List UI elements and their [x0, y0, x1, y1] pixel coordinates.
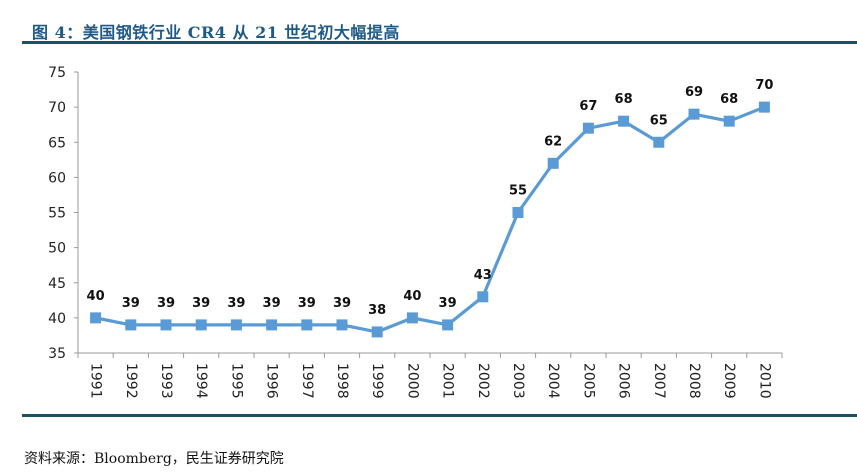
data-label: 68: [615, 92, 633, 107]
data-point: [195, 319, 207, 331]
data-label: 39: [298, 296, 316, 311]
data-label: 62: [544, 134, 562, 149]
x-tick-label: 2007: [651, 363, 667, 399]
y-tick-label: 70: [48, 100, 66, 116]
x-tick-label: 1998: [334, 363, 350, 399]
x-tick-label: 2006: [616, 363, 632, 399]
data-label: 39: [263, 296, 281, 311]
tick-labels: 35 40 45 50 55 60 65 70 75 1991 1992 1993 1994 1995 19…: [48, 65, 772, 399]
x-tick-label: 2001: [440, 363, 456, 399]
data-label: 55: [509, 184, 527, 199]
y-tick-label: 75: [48, 65, 66, 81]
data-label: 39: [157, 296, 175, 311]
data-label: 67: [579, 99, 597, 114]
axes: [74, 71, 783, 358]
data-point: [688, 108, 700, 120]
x-tick-label: 1996: [264, 363, 280, 399]
data-label: 39: [227, 296, 245, 311]
x-tick-label: 2004: [545, 363, 561, 399]
x-tick-label: 2009: [721, 363, 737, 399]
data-point: [371, 326, 383, 338]
series-line: [95, 105, 765, 334]
y-tick-label: 35: [48, 346, 66, 362]
x-tick-label: 2008: [686, 363, 702, 399]
y-tick-label: 40: [48, 311, 66, 327]
x-tick-label: 2000: [404, 363, 420, 399]
x-tick-label: 1993: [158, 363, 174, 399]
data-label: 39: [439, 296, 457, 311]
data-label: 39: [333, 296, 351, 311]
x-tick-label: 1999: [369, 363, 385, 399]
source-note: 资料来源：Bloomberg，民生证券研究院: [24, 451, 284, 467]
data-label: 38: [368, 303, 386, 318]
data-label: 65: [650, 113, 668, 128]
bottom-rule: [22, 414, 857, 417]
data-point: [547, 157, 559, 169]
data-point: [125, 319, 137, 331]
data-label: 39: [122, 296, 140, 311]
data-point: [582, 122, 594, 134]
data-point: [90, 312, 102, 324]
y-tick-label: 60: [48, 170, 66, 186]
data-label: 69: [685, 85, 703, 100]
data-point: [406, 312, 418, 324]
x-tick-label: 1994: [193, 363, 209, 399]
data-point: [758, 101, 770, 113]
data-point: [477, 291, 489, 303]
title-underline: [22, 41, 857, 44]
data-label: 40: [87, 289, 105, 304]
y-tick-label: 50: [48, 241, 66, 257]
data-point: [723, 115, 735, 127]
data-label: 70: [755, 78, 773, 93]
y-tick-label: 55: [48, 206, 66, 222]
data-point: [336, 319, 348, 331]
data-label: 43: [474, 268, 492, 283]
x-tick-label: 1992: [123, 363, 139, 399]
y-tick-label: 45: [48, 276, 66, 292]
x-tick-label: 2005: [580, 363, 596, 399]
data-label: 39: [192, 296, 210, 311]
x-tick-label: 2010: [756, 363, 772, 399]
figure-title: 图 4：美国钢铁行业 CR4 从 21 世纪初大幅提高: [32, 23, 400, 42]
data-point: [618, 115, 630, 127]
data-point: [512, 207, 524, 218]
x-tick-label: 2002: [475, 363, 491, 399]
x-tick-label: 2003: [510, 363, 526, 399]
data-point: [160, 319, 172, 331]
data-point: [653, 136, 665, 148]
data-label: 68: [720, 92, 738, 107]
data-point: [230, 319, 242, 331]
series-cr4: [90, 101, 770, 338]
data-labels: 40 39 39 39 39 39 39 39 38 40 39 43 55 62 67 68 65 69 68 70: [87, 78, 774, 318]
data-point: [301, 319, 313, 331]
data-label: 40: [403, 289, 421, 304]
x-tick-label: 1995: [228, 363, 244, 399]
x-tick-label: 1997: [299, 363, 315, 399]
y-tick-label: 65: [48, 135, 66, 151]
data-point: [442, 319, 454, 331]
data-point: [266, 319, 278, 331]
x-tick-label: 1991: [88, 363, 104, 399]
